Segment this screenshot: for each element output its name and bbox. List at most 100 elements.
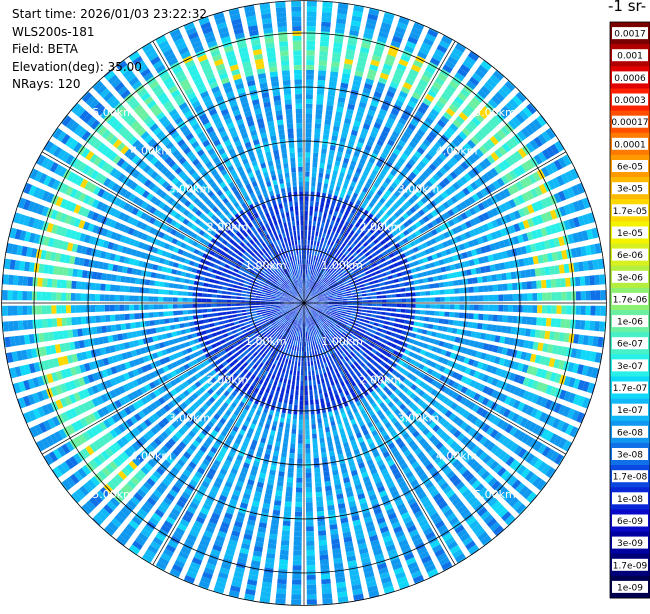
range-gate-cell: [329, 150, 335, 156]
range-gate-cell: [327, 441, 333, 447]
range-gate-cell: [363, 267, 368, 271]
range-gate-cell: [272, 385, 277, 391]
range-gate-cell: [392, 328, 398, 332]
range-gate-cell: [362, 304, 367, 306]
range-gate-cell: [565, 278, 571, 287]
range-gate-cell: [502, 315, 507, 322]
range-gate-cell: [304, 342, 306, 347]
range-gate-cell: [298, 439, 303, 444]
range-gate-cell: [430, 311, 435, 316]
range-gate-cell: [279, 422, 284, 428]
range-gate-cell: [589, 321, 595, 331]
range-gate-cell: [347, 293, 352, 295]
range-gate-cell: [305, 250, 307, 255]
range-gate-cell: [327, 159, 333, 165]
range-gate-cell: [314, 133, 320, 138]
range-gate-cell: [353, 301, 358, 303]
range-gate-cell: [287, 414, 291, 419]
range-gate-cell: [316, 374, 319, 379]
range-gate-cell: [277, 361, 281, 366]
range-gate-cell: [414, 322, 419, 327]
range-gate-cell: [279, 466, 285, 472]
range-gate-cell: [306, 80, 314, 85]
range-gate-cell: [360, 319, 365, 322]
range-gate-cell: [315, 119, 321, 124]
range-gate-cell: [307, 255, 309, 260]
range-gate-cell: [306, 259, 308, 264]
range-gate-cell: [301, 361, 303, 366]
range-gate-cell: [286, 369, 289, 374]
range-gate-cell: [525, 269, 531, 277]
range-gate-cell: [306, 104, 313, 109]
range-gate-cell: [361, 291, 366, 294]
range-gate-cell: [304, 264, 305, 269]
range-gate-cell: [321, 378, 325, 383]
range-gate-cell: [367, 293, 372, 296]
range-gate-cell: [276, 436, 281, 442]
range-gate-cell: [275, 598, 285, 604]
range-gate-cell: [304, 332, 305, 337]
range-gate-cell: [331, 135, 337, 141]
range-gate-cell: [581, 291, 586, 300]
range-gate-cell: [342, 310, 347, 312]
range-gate-cell: [284, 511, 291, 516]
range-gate-cell: [294, 366, 297, 371]
range-gate-cell: [323, 188, 328, 193]
range-gate-cell: [398, 278, 404, 282]
range-gate-cell: [273, 421, 278, 427]
range-gate-cell: [296, 488, 302, 493]
range-gate-cell: [362, 294, 367, 297]
range-gate-cell: [317, 506, 324, 511]
range-gate-cell: [336, 238, 340, 243]
range-gate-cell: [393, 279, 399, 283]
range-gate-cell: [375, 288, 380, 291]
range-gate-cell: [295, 507, 302, 512]
range-gate-cell: [329, 235, 333, 240]
range-gate-cell: [318, 178, 323, 183]
range-gate-cell: [302, 352, 304, 357]
range-gate-cell: [367, 297, 372, 300]
range-gate-cell: [375, 315, 380, 318]
range-gate-cell: [395, 314, 400, 318]
range-gate-cell: [341, 313, 346, 316]
range-gate-cell: [289, 453, 295, 458]
range-gate-cell: [316, 99, 323, 104]
range-gate-cell: [323, 413, 328, 418]
range-gate-cell: [443, 319, 448, 324]
range-gate-cell: [502, 284, 507, 291]
range-gate-cell: [381, 308, 386, 311]
range-gate-cell: [304, 254, 306, 259]
range-gate-cell: [315, 206, 319, 211]
range-gate-cell: [391, 289, 396, 293]
range-gate-cell: [319, 301, 324, 302]
range-gate-cell: [322, 593, 332, 599]
range-gate-cell: [300, 342, 302, 347]
range-gate-cell: [434, 283, 439, 288]
range-gate-cell: [312, 260, 315, 265]
range-gate-cell: [295, 341, 297, 346]
range-gate-cell: [537, 293, 542, 301]
range-gate-cell: [305, 444, 310, 449]
range-gate-cell: [320, 559, 329, 565]
range-gate-cell: [304, 259, 306, 264]
range-gate-cell: [366, 290, 371, 293]
range-gate-cell: [294, 541, 302, 546]
range-gate-cell: [275, 495, 282, 501]
range-gate-cell: [321, 238, 325, 243]
range-gate-cell: [316, 109, 323, 114]
range-gate-cell: [284, 506, 291, 511]
range-gate-cell: [367, 304, 372, 306]
range-gate-cell: [599, 321, 605, 331]
range-gate-cell: [268, 356, 272, 361]
range-gate-cell: [315, 231, 318, 236]
range-gate-cell: [283, 403, 287, 408]
range-gate-cell: [326, 491, 333, 497]
range-gate-cell: [511, 272, 517, 280]
range-gate-cell: [406, 309, 411, 313]
range-gate-cell: [313, 221, 316, 226]
range-gate-cell: [576, 291, 581, 300]
range-gate-cell: [332, 237, 336, 242]
range-gate-cell: [317, 187, 321, 192]
range-gate-cell: [306, 546, 314, 551]
range-gate-cell: [306, 492, 313, 497]
